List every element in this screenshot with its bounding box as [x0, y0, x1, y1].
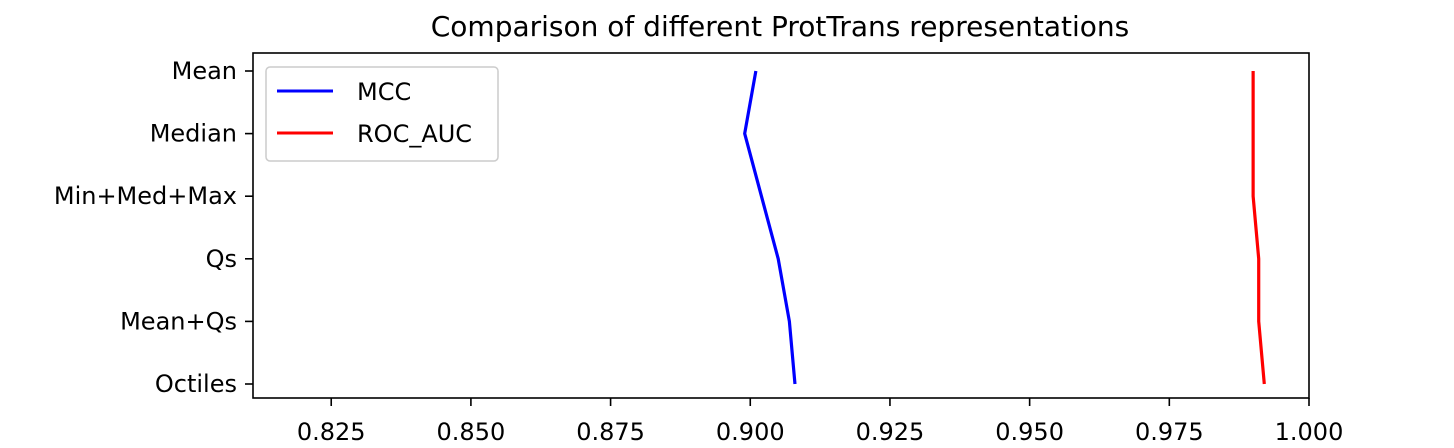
y-tick-label-qs: Qs — [206, 245, 237, 273]
plot-frame — [252, 52, 1310, 399]
y-tick-label-min-med-max: Min+Med+Max — [54, 182, 237, 210]
y-tick-label-mean: Mean — [172, 57, 237, 85]
x-tick-label-0-925: 0.925 — [856, 418, 925, 446]
legend-label-mcc: MCC — [357, 78, 411, 106]
y-tick-label-mean-qs: Mean+Qs — [120, 307, 237, 335]
x-tick-label-0-950: 0.950 — [995, 418, 1064, 446]
plot-lines — [743, 70, 1266, 385]
series-line-roc-auc — [1251, 71, 1266, 385]
legend-label-roc-auc: ROC_AUC — [357, 120, 472, 148]
legend: MCC ROC_AUC — [265, 66, 499, 162]
x-tick-label-1-000: 1.000 — [1275, 418, 1344, 446]
series-line-mcc — [743, 70, 797, 385]
y-tick-label-octiles: Octiles — [155, 370, 237, 398]
x-tick-label-0-900: 0.900 — [716, 418, 785, 446]
x-tick-label-0-975: 0.975 — [1135, 418, 1204, 446]
x-tick-label-0-875: 0.875 — [576, 418, 645, 446]
y-tick-label-median: Median — [150, 120, 237, 148]
y-axis: Mean Median Min+Med+Max Qs Mean+Qs Octiles — [54, 57, 253, 398]
x-tick-label-0-825: 0.825 — [297, 418, 366, 446]
x-tick-label-0-850: 0.850 — [437, 418, 506, 446]
chart-title: Comparison of different ProtTrans repres… — [431, 10, 1129, 43]
x-axis: 0.825 0.850 0.875 0.900 0.925 0.950 0.975 1.000 — [297, 398, 1343, 446]
